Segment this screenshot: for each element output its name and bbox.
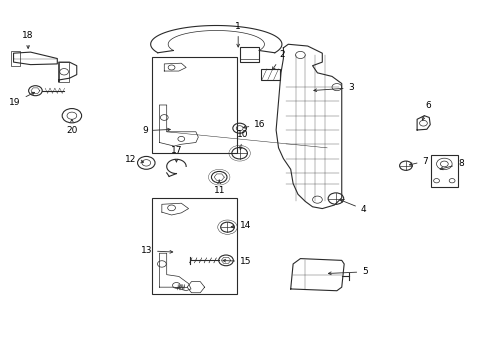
- Text: 15: 15: [223, 257, 251, 266]
- Text: 17: 17: [170, 146, 182, 162]
- Bar: [11, 51, 20, 66]
- Text: 14: 14: [231, 221, 251, 230]
- Text: 6: 6: [421, 101, 430, 120]
- Bar: [152, 57, 237, 153]
- Text: 7: 7: [408, 157, 427, 166]
- Text: 4: 4: [340, 200, 366, 214]
- Text: 8: 8: [439, 159, 463, 170]
- Text: 1: 1: [235, 22, 241, 47]
- Text: 11: 11: [213, 180, 224, 194]
- Text: 2: 2: [272, 50, 285, 70]
- Text: 20: 20: [66, 120, 78, 135]
- Text: 19: 19: [9, 93, 35, 107]
- Bar: [430, 155, 457, 187]
- Text: 12: 12: [124, 155, 143, 164]
- Text: 13: 13: [140, 246, 172, 255]
- Text: 18: 18: [22, 31, 34, 48]
- Bar: [152, 198, 237, 294]
- Text: 10: 10: [237, 130, 248, 149]
- Text: 3: 3: [313, 83, 354, 92]
- Text: 16: 16: [243, 120, 265, 129]
- Bar: [260, 68, 280, 80]
- Text: 9: 9: [142, 126, 170, 135]
- Bar: [59, 62, 69, 82]
- Bar: [239, 47, 259, 62]
- Text: 5: 5: [328, 267, 367, 276]
